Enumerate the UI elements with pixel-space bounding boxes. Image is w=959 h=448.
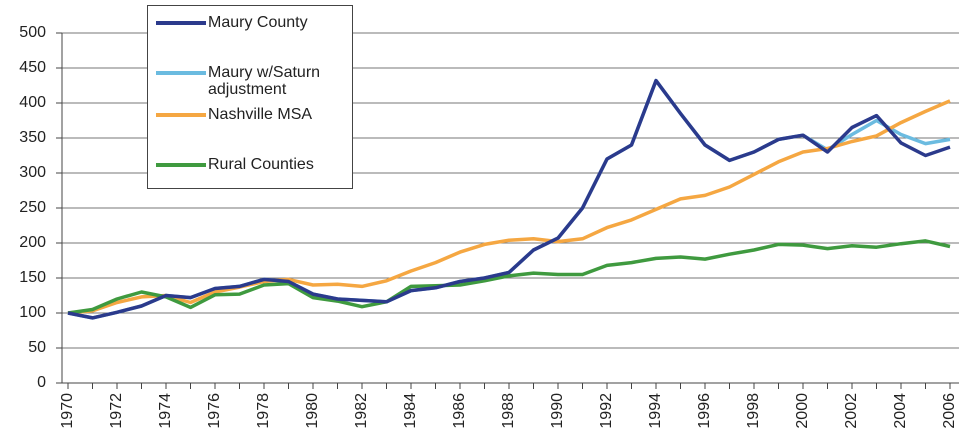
y-tick-label: 50: [28, 339, 46, 356]
x-tick-label: 1974: [157, 393, 174, 429]
legend-swatch: [156, 21, 206, 25]
legend: Maury County Maury w/Saturn adjustment Nas…: [147, 5, 353, 189]
x-tick-label: 1976: [206, 393, 223, 429]
y-tick-label: 450: [19, 59, 46, 76]
legend-entry: Nashville MSA: [156, 106, 348, 123]
x-tick-label: 1988: [500, 393, 517, 429]
series-line: [67, 239, 951, 315]
legend-label: Maury County: [208, 14, 308, 31]
legend-swatch: [156, 71, 206, 75]
x-tick-label: 1986: [451, 393, 468, 429]
legend-label: Maury w/Saturn adjustment: [208, 64, 321, 98]
x-tick-label: 1970: [59, 393, 76, 429]
x-tick-label: 1992: [598, 393, 615, 429]
y-tick-label: 250: [19, 199, 46, 216]
legend-entry: Maury w/Saturn adjustment: [156, 64, 348, 98]
x-tick-label: 1972: [108, 393, 125, 429]
legend-entry: Rural Counties: [156, 156, 348, 173]
y-tick-label: 200: [19, 234, 46, 251]
x-tick-label: 1998: [745, 393, 762, 429]
x-tick-label: 2000: [794, 393, 811, 429]
y-tick-label: 150: [19, 269, 46, 286]
y-tick-label: 350: [19, 129, 46, 146]
y-tick-label: 400: [19, 94, 46, 111]
x-tick-label: 1990: [549, 393, 566, 429]
x-tick-label: 2006: [941, 393, 958, 429]
y-tick-label: 300: [19, 164, 46, 181]
series-line: [67, 99, 951, 315]
x-tick-label: 1996: [696, 393, 713, 429]
y-tick-label: 100: [19, 304, 46, 321]
legend-swatch: [156, 113, 206, 117]
legend-label: Nashville MSA: [208, 106, 313, 123]
x-tick-label: 1978: [255, 393, 272, 429]
x-tick-label: 1984: [402, 393, 419, 429]
x-tick-label: 2002: [843, 393, 860, 429]
legend-swatch: [156, 163, 206, 167]
series-line: [67, 78, 951, 320]
x-tick-label: 1982: [353, 393, 370, 429]
x-tick-label: 1994: [647, 393, 664, 429]
x-tick-label: 2004: [892, 393, 909, 429]
legend-label: Rural Counties: [208, 156, 314, 173]
x-tick-label: 1980: [304, 393, 321, 429]
y-tick-label: 500: [19, 24, 46, 41]
y-tick-label: 0: [37, 374, 46, 391]
legend-entry: Maury County: [156, 14, 348, 31]
